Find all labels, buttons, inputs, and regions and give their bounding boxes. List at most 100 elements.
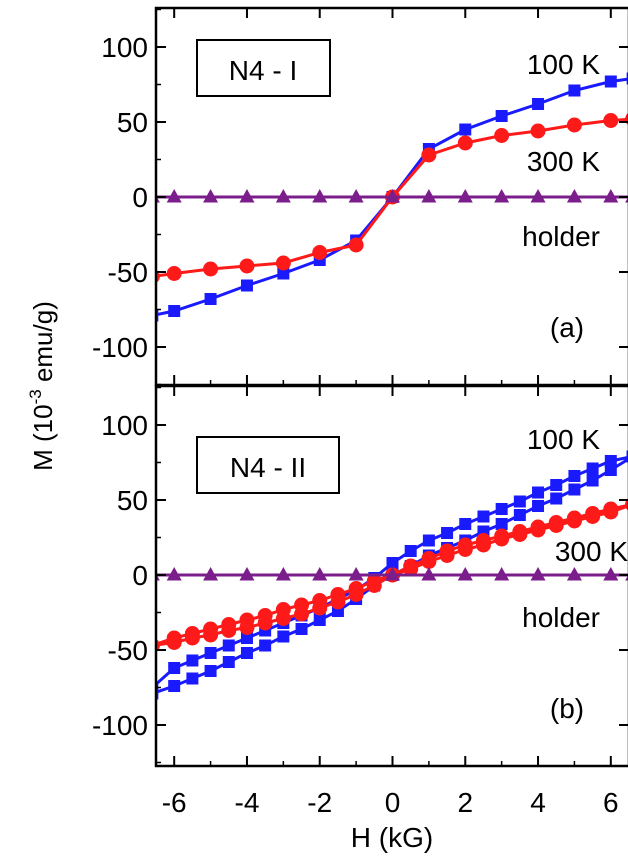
panel-a-point-100k: [626, 72, 628, 85]
panel-a-y-tick-label: 0: [132, 182, 148, 213]
panel-b-point-300k: [625, 498, 628, 511]
panel-a-annotation-300k: 300 K: [527, 146, 600, 177]
panel-b-point-300k: [421, 551, 437, 566]
panel-b-point-holder: [203, 567, 219, 581]
panel-a-point-300k: [348, 237, 364, 253]
x-axis-label: H (kG): [351, 822, 433, 853]
panel-b: 100 50 0 -50 -100 N4 - II 100 K 300 K holder…: [92, 384, 628, 768]
x-tick-label: 4: [530, 787, 546, 818]
x-tick-label: -6: [162, 787, 187, 818]
panel-b-point-300k: [221, 617, 237, 632]
panel-a-point-300k: [239, 258, 255, 274]
panel-a-point-holder: [603, 189, 619, 203]
panel-a-point-holder: [348, 189, 364, 203]
panel-a-point-holder: [203, 189, 219, 203]
panel-b-point-100k: [222, 639, 235, 652]
panel-b-point-300k: [548, 515, 564, 530]
panel-b-annotation-100k: 100 K: [527, 424, 600, 455]
panel-a-point-holder: [275, 189, 291, 203]
panel-b-point-100k: [168, 680, 181, 692]
panel-b-y-tick-label: 0: [132, 560, 148, 591]
panel-b-point-100k: [568, 483, 581, 496]
panel-b-point-100k: [204, 665, 217, 677]
panel-b-point-300k: [530, 519, 546, 535]
panel-b-point-100k: [586, 474, 599, 487]
panel-b-point-300k: [275, 602, 291, 617]
panel-a-corner-label: (a): [550, 312, 584, 343]
panel-a-point-holder: [312, 189, 328, 203]
panel-b-point-100k: [586, 462, 599, 475]
panel-a-point-holder: [457, 189, 473, 203]
panel-a-point-300k: [275, 255, 291, 271]
x-tick-labels: -6 -4 -2 0 2 4 6: [162, 787, 619, 818]
panel-b-point-300k: [403, 558, 419, 574]
panel-a-point-holder: [530, 189, 546, 203]
panel-b-point-100k: [277, 630, 290, 643]
panel-b-point-100k: [495, 503, 508, 515]
panel-b-point-holder: [603, 567, 619, 581]
panel-b-point-300k: [166, 630, 182, 646]
y-axis-label: M (10-3 emu/g): [26, 301, 58, 471]
panel-b-point-300k: [239, 612, 255, 628]
panel-b-corner-label: (b): [550, 693, 584, 724]
panel-b-point-300k: [475, 533, 491, 548]
x-tick-label: 6: [603, 787, 619, 818]
panel-b-point-100k: [495, 518, 508, 530]
panel-a-tick-labels: 100 50 0 -50 -100: [92, 32, 148, 363]
panel-a-point-100k: [240, 279, 253, 292]
panel-b-point-holder: [239, 567, 255, 581]
panel-b-point-300k: [203, 621, 219, 637]
panel-b-point-holder: [566, 567, 582, 581]
panel-b-point-100k: [313, 614, 326, 626]
panel-b-point-300k: [566, 510, 582, 526]
panel-a-point-100k: [495, 110, 508, 122]
panel-b-y-tick-label: -50: [108, 635, 148, 666]
panel-a-point-100k: [568, 84, 581, 97]
panel-b-point-100k: [513, 509, 526, 521]
panel-a-point-holder: [239, 189, 255, 203]
panel-b-point-100k: [404, 545, 417, 557]
panel-b-point-holder: [385, 567, 400, 581]
panel-b-point-100k: [240, 632, 253, 644]
panel-b-frame: [154, 384, 628, 768]
panel-b-point-100k: [422, 534, 435, 547]
panel-a-point-100k: [168, 305, 181, 317]
panel-b-label: N4 - II: [230, 452, 306, 483]
panel-b-point-300k: [184, 626, 200, 641]
panel-a-point-holder: [625, 197, 628, 203]
panel-a-annotation-100k: 100 K: [527, 49, 600, 80]
panel-b-point-100k: [386, 557, 399, 569]
panel-b-point-100k: [204, 647, 217, 659]
panel-a-point-300k: [494, 128, 510, 143]
panel-b-point-holder: [530, 567, 546, 581]
panel-b-point-100k: [222, 656, 235, 668]
x-tick-label: -4: [235, 787, 260, 818]
panel-b-point-100k: [513, 495, 526, 508]
panel-b-point-100k: [168, 662, 181, 674]
panel-b-point-100k: [259, 639, 272, 652]
panel-b-y-tick-label: 50: [117, 485, 148, 516]
panel-b-point-100k: [550, 492, 563, 505]
panel-b-annotation-300k: 300 K: [555, 536, 628, 567]
panel-b-point-100k: [568, 470, 581, 482]
panel-a-point-300k: [457, 135, 473, 151]
panel-b-point-100k: [295, 623, 308, 635]
panel-b-point-holder: [457, 567, 473, 581]
panel-b-point-holder: [348, 567, 364, 581]
panel-a-point-100k: [604, 75, 617, 88]
panel-a-point-holder: [385, 189, 400, 203]
panel-b-point-300k: [512, 524, 528, 539]
panel-b-point-100k: [240, 647, 253, 659]
x-tick-label: -2: [307, 787, 332, 818]
panel-b-point-100k: [532, 500, 545, 512]
panel-a-point-300k: [312, 245, 328, 260]
panel-a-point-holder: [421, 189, 437, 203]
panel-b-point-holder: [275, 567, 291, 581]
panel-b-point-300k: [312, 593, 328, 608]
panel-b-point-300k: [294, 597, 310, 613]
panel-a-y-tick-label: 50: [117, 107, 148, 138]
panel-a-y-tick-label: -100: [92, 332, 148, 363]
panel-a-annotation-holder: holder: [522, 221, 600, 252]
panel-a-label-box: N4 - I: [196, 39, 331, 97]
